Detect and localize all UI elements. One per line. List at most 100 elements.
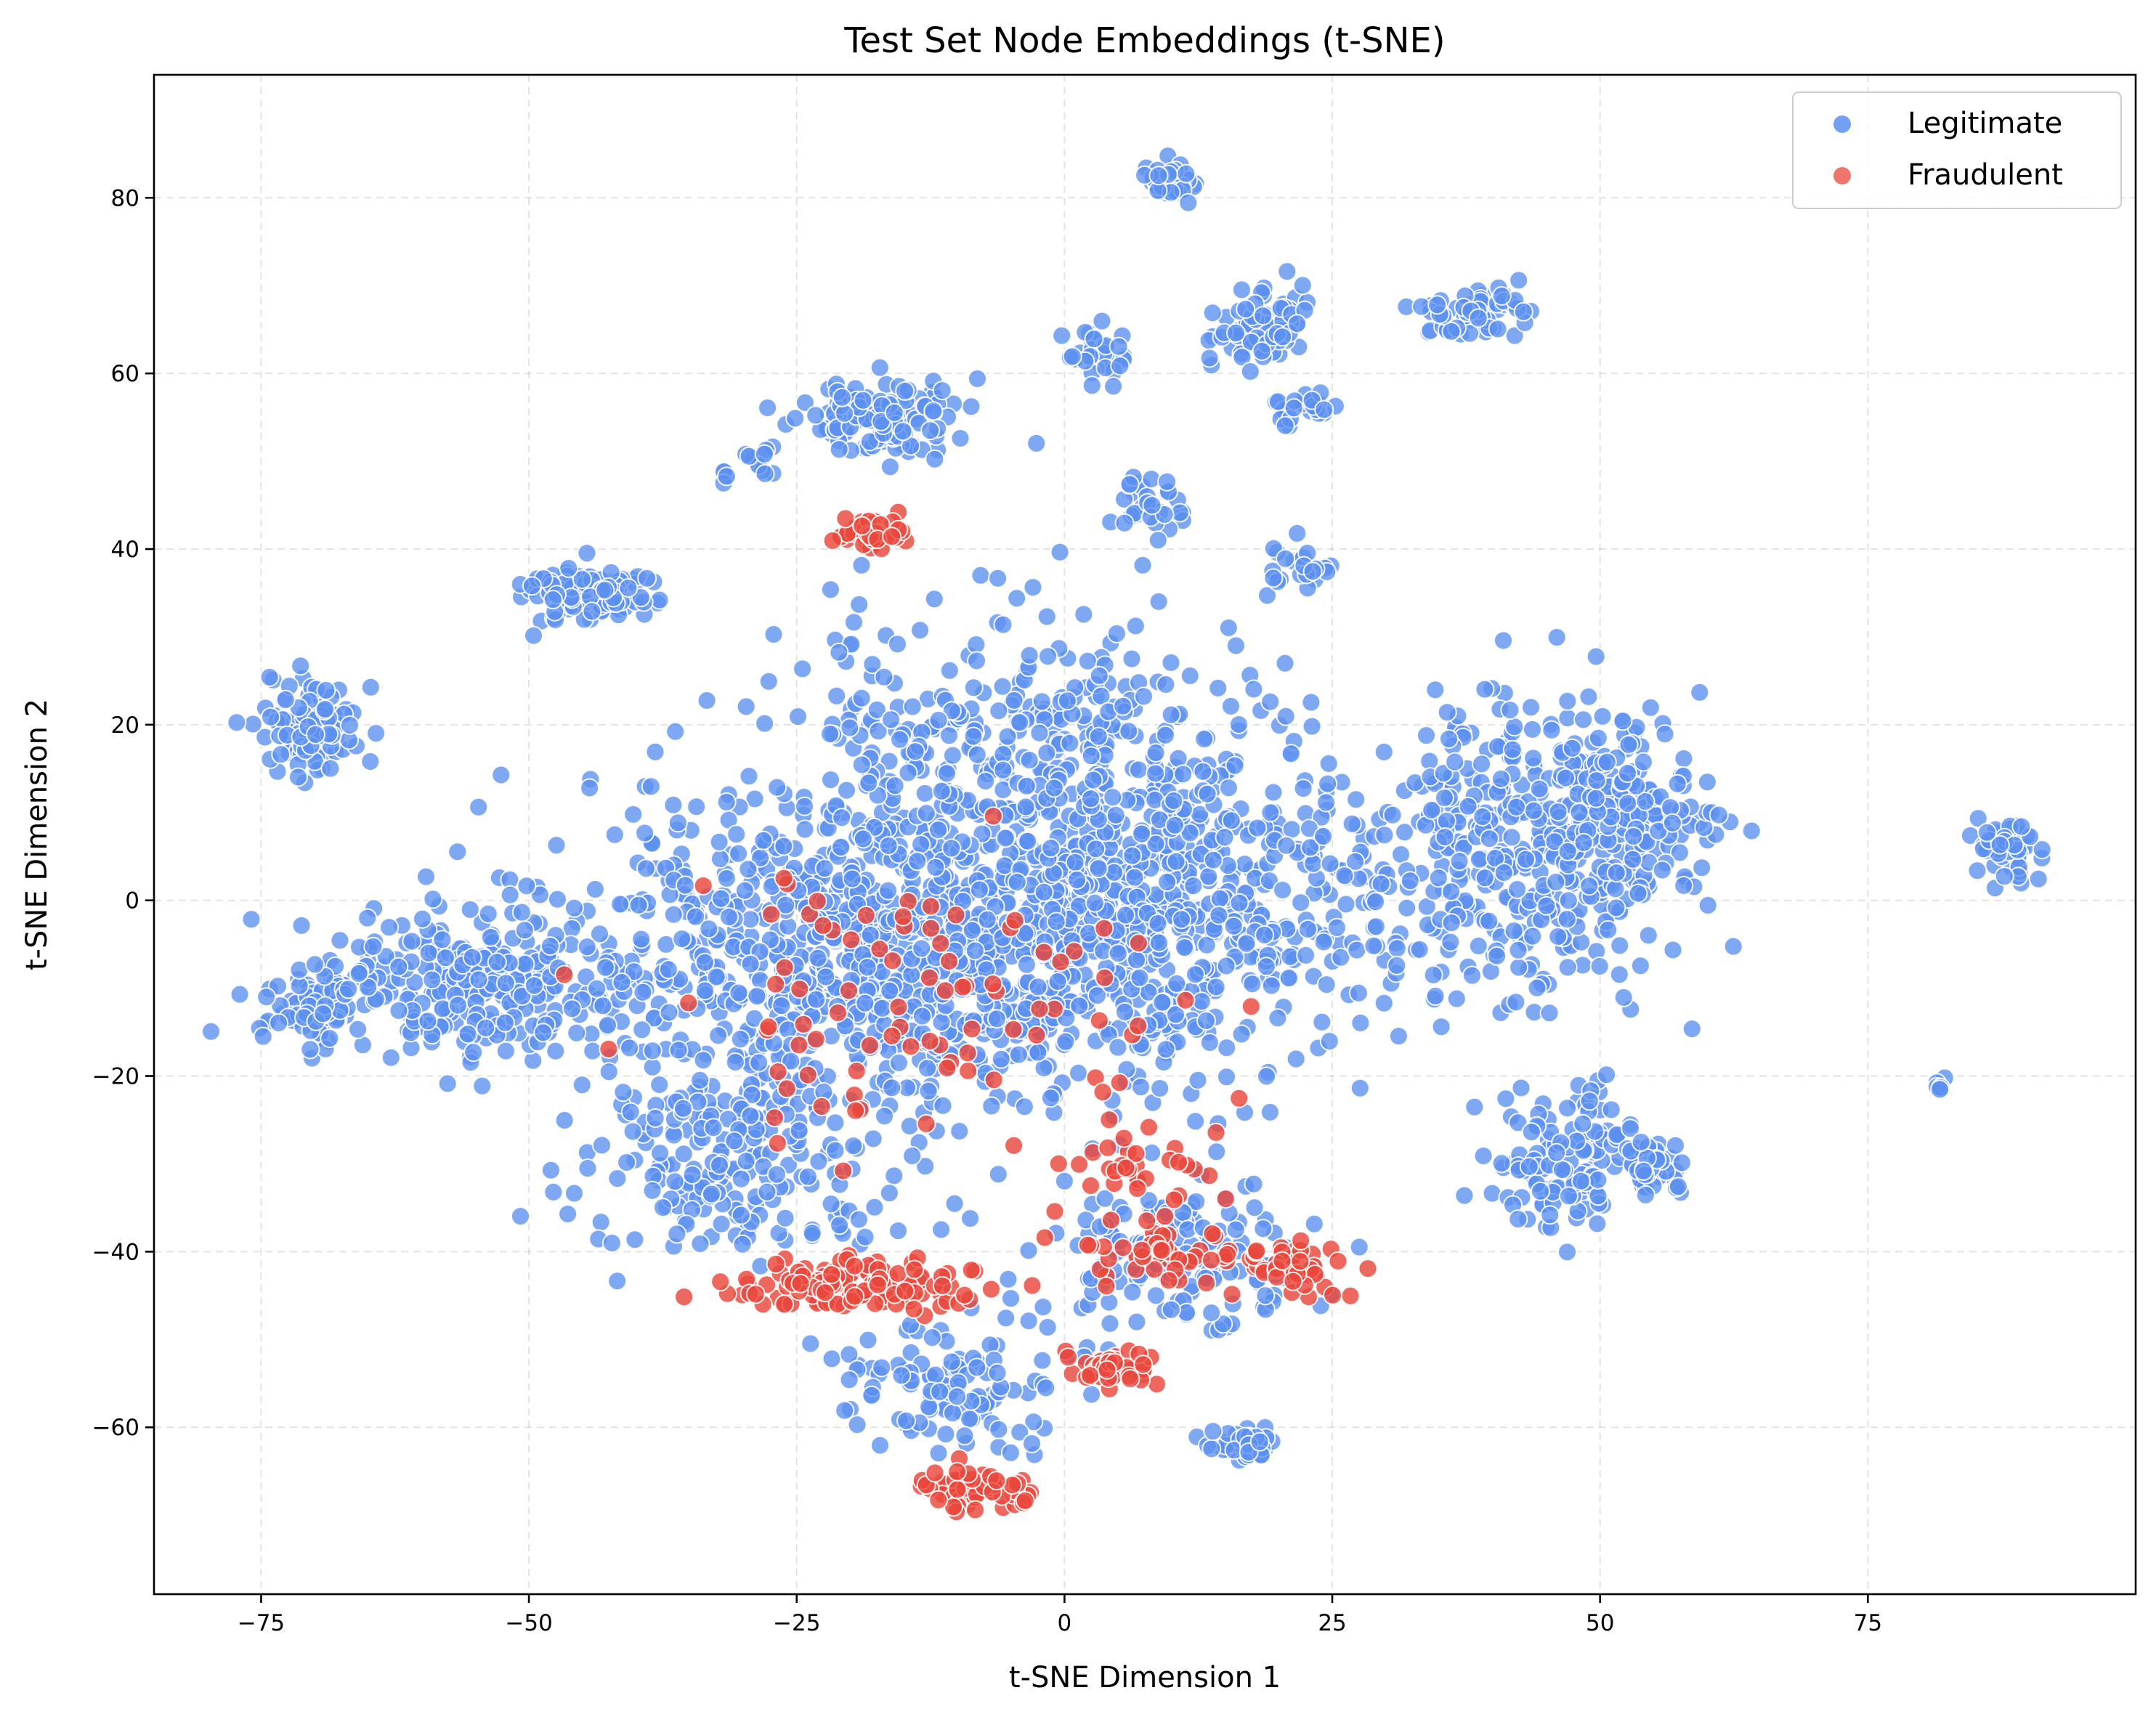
legitimate-point	[564, 898, 584, 918]
legitimate-point	[1597, 752, 1617, 772]
legitimate-point	[1690, 682, 1710, 702]
legitimate-point	[922, 1328, 942, 1348]
fraudulent-point	[1096, 1276, 1116, 1296]
legitimate-point	[785, 408, 806, 429]
legitimate-point	[690, 1070, 710, 1090]
legitimate-point	[1225, 1219, 1246, 1240]
legitimate-point	[562, 999, 582, 1019]
legitimate-point	[1318, 753, 1339, 773]
legitimate-point	[357, 908, 378, 928]
legitimate-point	[814, 858, 835, 879]
legitimate-point	[546, 835, 567, 856]
legitimate-point	[1231, 1024, 1252, 1044]
fraudulent-point	[1151, 1240, 1172, 1260]
legitimate-point	[1172, 909, 1191, 930]
legitimate-point	[423, 889, 443, 909]
legitimate-point	[1261, 975, 1281, 996]
x-tick-label: −50	[505, 1610, 552, 1636]
legitimate-point	[1540, 1205, 1560, 1225]
legitimate-point	[1260, 1102, 1280, 1122]
legitimate-point	[976, 771, 996, 791]
legitimate-point	[885, 776, 905, 796]
fraudulent-point	[916, 1113, 936, 1134]
fraudulent-point	[777, 1079, 797, 1099]
legitimate-point	[1081, 746, 1101, 766]
legitimate-point	[857, 957, 878, 978]
fraudulent-point	[815, 1283, 835, 1303]
legitimate-point	[928, 710, 949, 730]
legitimate-point	[1062, 346, 1082, 367]
legitimate-point	[694, 952, 715, 972]
legitimate-point	[1284, 398, 1304, 418]
legitimate-point	[716, 792, 737, 812]
legitimate-point	[747, 986, 767, 1007]
legitimate-point	[649, 1075, 670, 1094]
legitimate-point	[1539, 1003, 1560, 1023]
fraudulent-point	[1139, 1117, 1159, 1137]
legitimate-point	[1454, 1185, 1475, 1206]
fraudulent-point	[1081, 1176, 1101, 1195]
legitimate-point	[315, 699, 336, 719]
legitimate-point	[910, 620, 931, 641]
legitimate-point	[1114, 1002, 1135, 1022]
legitimate-point	[241, 909, 262, 930]
legitimate-point	[1468, 936, 1488, 956]
fraudulent-point	[766, 974, 786, 994]
legitimate-point	[963, 726, 984, 747]
legitimate-point	[1301, 692, 1321, 712]
legitimate-point	[944, 1193, 965, 1214]
legitimate-point	[636, 858, 656, 879]
legitimate-point	[896, 1410, 917, 1431]
legitimate-point	[1146, 763, 1166, 784]
legitimate-point	[1016, 776, 1037, 796]
legitimate-point	[663, 795, 684, 815]
fraudulent-point	[1128, 933, 1148, 954]
legitimate-point	[1260, 691, 1281, 712]
fraudulent-point	[937, 1058, 957, 1078]
legitimate-point	[1472, 807, 1493, 827]
data-points	[201, 146, 2052, 1522]
legitimate-point	[1345, 851, 1366, 872]
legitimate-point	[1606, 863, 1626, 883]
legitimate-point	[469, 970, 489, 990]
fraudulent-point	[961, 1260, 981, 1280]
legitimate-point	[1423, 965, 1443, 985]
fraudulent-point	[947, 1461, 968, 1482]
legitimate-point	[749, 1052, 769, 1073]
legitimate-point	[1148, 914, 1168, 933]
legitimate-point	[1134, 686, 1154, 707]
legitimate-point	[1209, 905, 1229, 925]
legitimate-point	[774, 836, 794, 856]
legitimate-point	[1350, 1078, 1370, 1098]
legitimate-point	[1116, 905, 1135, 925]
legitimate-point	[1130, 967, 1150, 988]
legitimate-point	[543, 590, 563, 610]
fraudulent-point	[888, 997, 909, 1017]
legitimate-point	[943, 745, 962, 765]
legitimate-point	[837, 780, 856, 800]
legitimate-point	[1382, 805, 1403, 825]
legitimate-point	[1273, 880, 1293, 900]
legitimate-point	[201, 1021, 221, 1041]
legitimate-point	[755, 713, 775, 734]
chart-title: Test Set Node Embeddings (t-SNE)	[843, 20, 1445, 61]
fraudulent-point	[1229, 1088, 1249, 1108]
legitimate-point	[729, 843, 749, 864]
legitimate-point	[1037, 743, 1057, 763]
legitimate-point	[653, 1198, 673, 1218]
legitimate-point	[1087, 986, 1107, 1006]
legitimate-point	[1268, 1008, 1288, 1028]
legitimate-point	[1166, 851, 1186, 872]
legitimate-point	[1022, 1434, 1042, 1453]
legitimate-point	[912, 1006, 932, 1026]
legitimate-point	[1023, 577, 1043, 598]
legitimate-point	[632, 1020, 652, 1040]
fraudulent-point	[1034, 1227, 1055, 1248]
y-tick-label: 40	[111, 537, 139, 563]
fraudulent-point	[1206, 1122, 1226, 1142]
legitimate-point	[899, 1116, 920, 1136]
fraudulent-point	[839, 980, 859, 1001]
fraudulent-point	[1127, 1179, 1148, 1198]
legitimate-point	[1108, 943, 1128, 964]
legitimate-point	[875, 1106, 894, 1126]
